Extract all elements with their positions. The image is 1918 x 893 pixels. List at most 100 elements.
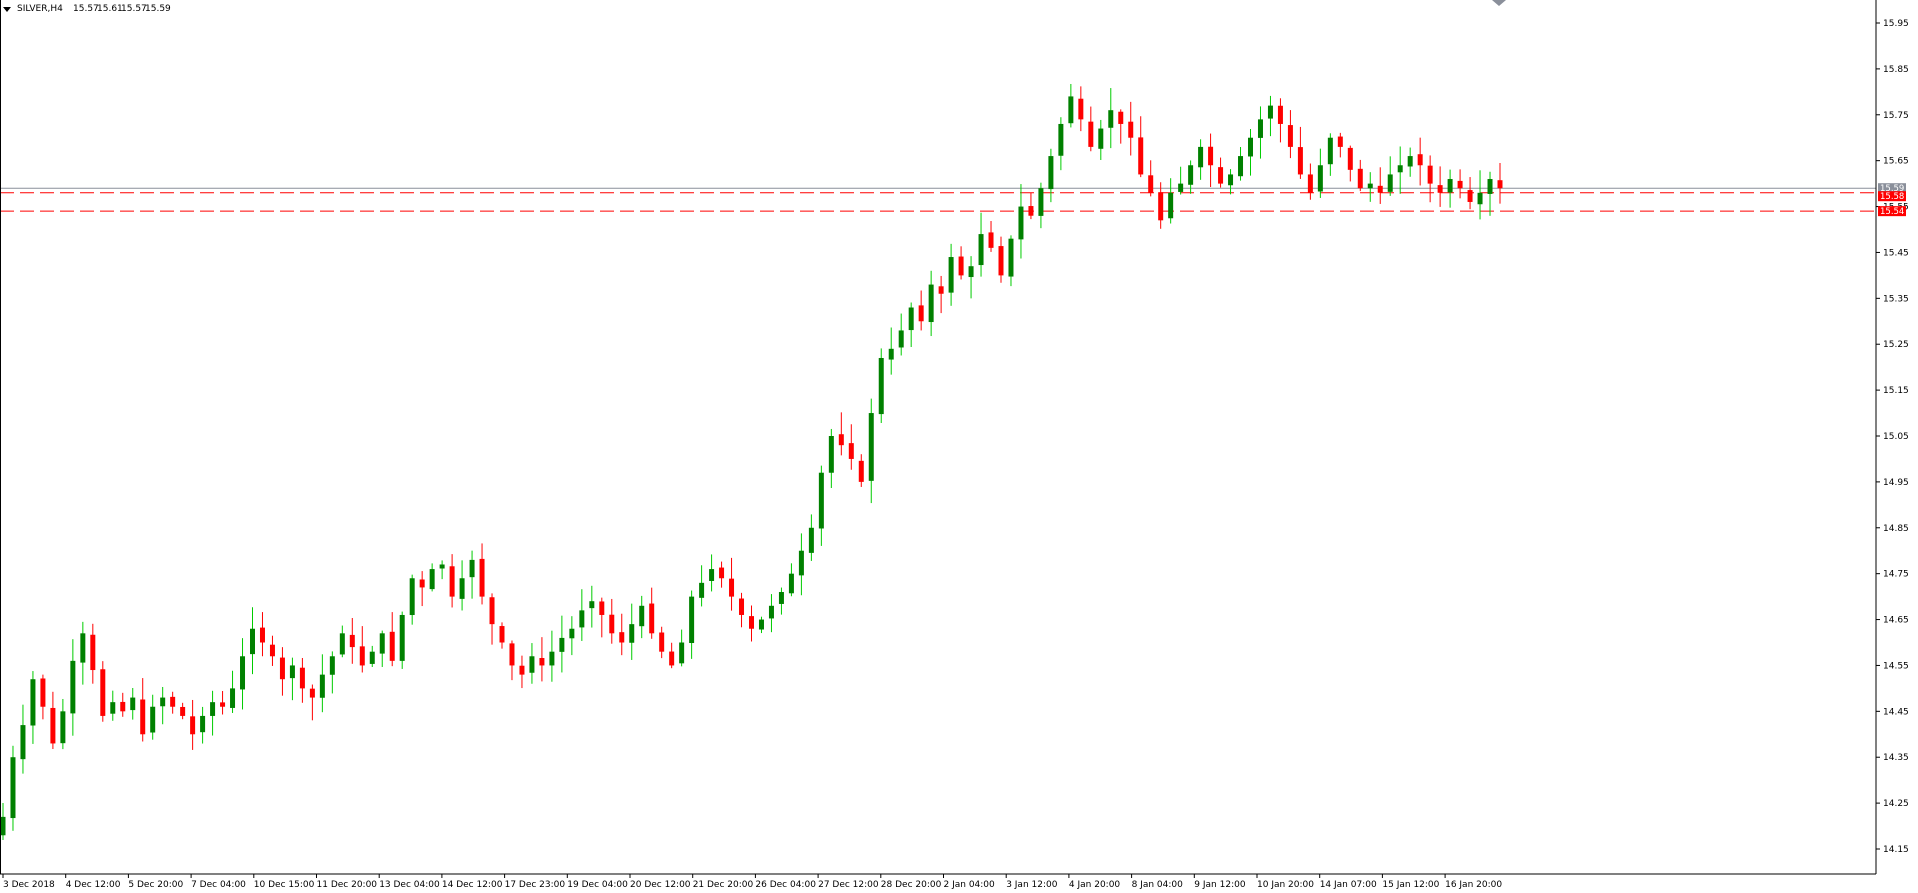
bull-candle	[1407, 147, 1413, 177]
candle-body	[20, 725, 26, 760]
candle-body	[359, 646, 365, 666]
bear-candle	[120, 692, 126, 717]
bull-candle	[1068, 83, 1074, 128]
candle-body	[768, 605, 774, 619]
bull-candle	[1317, 148, 1323, 198]
candle-body	[150, 706, 156, 733]
bull-candle	[1098, 119, 1104, 161]
bull-candle	[1038, 182, 1044, 229]
price-tick-label: 15.95	[1883, 19, 1909, 29]
bear-candle	[389, 612, 395, 667]
bull-candle	[130, 688, 136, 720]
candle-body	[509, 643, 515, 666]
bull-candle	[329, 651, 335, 694]
time-tick-label: 4 Jan 20:00	[1069, 880, 1121, 890]
candle-body	[1168, 192, 1174, 219]
candle-body	[1058, 123, 1064, 156]
time-tick-label: 11 Dec 20:00	[317, 880, 378, 890]
bear-candle	[170, 691, 176, 714]
bear-candle	[998, 236, 1004, 283]
candle-body	[938, 286, 944, 294]
chart-menu-arrow-icon[interactable]	[3, 7, 11, 12]
time-tick-label: 9 Jan 12:00	[1194, 880, 1246, 890]
bear-candle	[599, 597, 605, 638]
time-tick-label: 27 Dec 12:00	[818, 880, 879, 890]
candle-body	[908, 307, 914, 331]
time-tick-label: 20 Dec 12:00	[630, 880, 691, 890]
candle-body	[569, 628, 575, 639]
time-tick-label: 3 Dec 2018	[3, 880, 55, 890]
price-tick-label: 15.35	[1883, 294, 1909, 304]
candle-body	[1078, 98, 1084, 120]
candle-body	[289, 665, 295, 679]
candle-body	[758, 619, 764, 630]
candle-body	[90, 634, 96, 671]
candle-body	[200, 715, 206, 733]
level-tag-label: 15.58	[1880, 192, 1904, 202]
candle-body	[100, 669, 106, 716]
candle-body	[1148, 175, 1154, 193]
bear-candle	[719, 561, 725, 588]
candle-body	[140, 699, 146, 735]
candle-body	[1178, 183, 1184, 192]
time-tick-label: 28 Dec 20:00	[881, 880, 942, 890]
time-tick-label: 14 Jan 07:00	[1320, 880, 1377, 890]
price-tick-label: 14.35	[1883, 753, 1909, 763]
candle-body	[0, 816, 6, 836]
candle-body	[170, 696, 176, 707]
bull-candle	[639, 595, 645, 639]
bull-candle	[908, 302, 914, 347]
candle-body	[978, 234, 984, 266]
candle-body	[669, 651, 675, 666]
chart-shift-marker-icon[interactable]	[1492, 0, 1506, 6]
price-tick-label: 14.85	[1883, 524, 1909, 534]
candle-body	[1317, 165, 1323, 192]
bear-candle	[1128, 101, 1134, 156]
candle-body	[30, 679, 36, 726]
bull-candle	[758, 616, 764, 634]
candle-body	[1307, 174, 1313, 193]
price-tick-label: 15.45	[1883, 248, 1909, 258]
bull-candle	[469, 550, 475, 599]
price-tick-label: 15.65	[1883, 157, 1909, 167]
bull-candle	[160, 686, 166, 725]
candle-body	[679, 642, 685, 664]
bull-candle	[80, 621, 86, 685]
bear-candle	[619, 613, 625, 656]
bull-candle	[1447, 169, 1453, 208]
candle-body	[1447, 179, 1453, 193]
candle-body	[1158, 192, 1164, 221]
candle-body	[988, 232, 994, 248]
bear-candle	[749, 605, 754, 642]
bull-candle	[1397, 146, 1403, 194]
candle-body	[798, 550, 804, 576]
time-tick-label: 16 Jan 20:00	[1445, 880, 1502, 890]
candle-body	[339, 633, 345, 655]
bull-candle	[289, 657, 295, 701]
bull-candle	[20, 704, 26, 774]
candle-body	[898, 330, 904, 348]
candle-body	[719, 567, 725, 579]
bull-candle	[948, 243, 954, 306]
candle-body	[210, 702, 216, 716]
bull-candle	[1367, 172, 1373, 202]
candle-body	[40, 678, 46, 707]
level-tag	[1878, 183, 1906, 194]
candle-body	[788, 573, 794, 594]
candle-body	[828, 436, 834, 473]
bull-candle	[768, 594, 774, 633]
bull-candle	[978, 212, 984, 277]
candle-body	[1218, 167, 1224, 184]
bull-candle	[699, 565, 705, 607]
bear-candle	[1467, 177, 1473, 210]
candle-body	[1088, 121, 1094, 147]
bull-candle	[1487, 171, 1493, 216]
level-tag	[1878, 191, 1906, 202]
candle-body	[1377, 185, 1383, 193]
bear-candle	[449, 554, 455, 608]
bear-candle	[1307, 163, 1313, 200]
candle-body	[948, 257, 954, 293]
bear-candle	[1337, 132, 1343, 158]
